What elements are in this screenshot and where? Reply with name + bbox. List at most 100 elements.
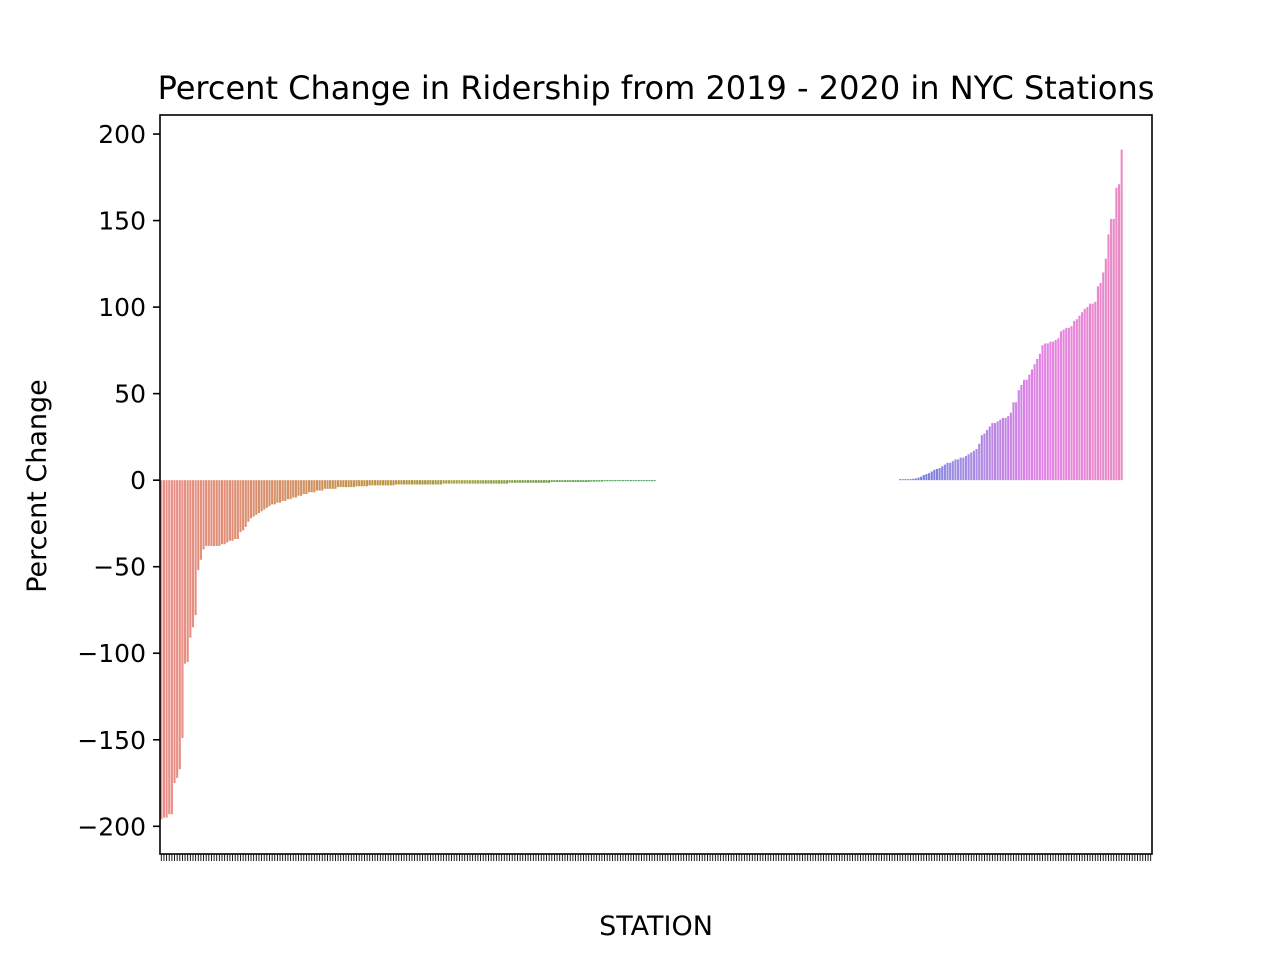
bar bbox=[202, 480, 205, 550]
bar bbox=[181, 480, 184, 739]
bar bbox=[943, 464, 946, 481]
bar bbox=[1001, 417, 1004, 481]
bar bbox=[395, 480, 398, 485]
bar bbox=[935, 468, 939, 481]
bar bbox=[922, 474, 925, 481]
bar bbox=[189, 480, 192, 638]
bar bbox=[975, 449, 978, 481]
bar bbox=[925, 474, 928, 481]
bar bbox=[305, 480, 308, 495]
bar bbox=[228, 480, 231, 541]
bar bbox=[980, 435, 983, 481]
bar bbox=[1033, 364, 1036, 481]
bar bbox=[600, 480, 603, 482]
bar bbox=[1004, 417, 1007, 481]
bar bbox=[315, 480, 319, 491]
bar bbox=[516, 480, 519, 483]
bar bbox=[194, 480, 197, 616]
bar bbox=[281, 480, 284, 501]
bar bbox=[978, 443, 981, 481]
y-tick-label: 50 bbox=[114, 380, 146, 409]
bar bbox=[273, 480, 276, 505]
bar bbox=[964, 455, 968, 481]
bar bbox=[508, 480, 511, 483]
bar bbox=[614, 480, 617, 482]
bar bbox=[611, 480, 614, 482]
bar bbox=[996, 421, 999, 481]
bar bbox=[421, 480, 424, 485]
bar bbox=[629, 480, 632, 482]
bar bbox=[231, 480, 234, 541]
bar bbox=[453, 480, 456, 484]
bar bbox=[160, 480, 163, 820]
bar bbox=[587, 480, 590, 482]
bar bbox=[302, 480, 305, 495]
bar bbox=[1075, 319, 1078, 481]
bar bbox=[640, 480, 643, 482]
bar bbox=[1081, 312, 1084, 481]
bar bbox=[645, 480, 648, 482]
y-tick-label: 200 bbox=[98, 120, 146, 149]
bar bbox=[344, 480, 348, 488]
bar bbox=[249, 480, 253, 519]
bar bbox=[513, 480, 516, 483]
bar bbox=[503, 480, 506, 484]
bar bbox=[373, 480, 377, 486]
bar bbox=[914, 478, 917, 481]
bar bbox=[334, 480, 337, 489]
bar bbox=[1073, 320, 1076, 481]
bar bbox=[360, 480, 363, 487]
bar bbox=[542, 480, 545, 483]
bar bbox=[537, 480, 540, 483]
bar bbox=[402, 480, 406, 485]
bar bbox=[247, 480, 250, 522]
bar bbox=[236, 480, 239, 540]
bar bbox=[450, 480, 453, 484]
bar bbox=[524, 480, 527, 483]
bar bbox=[284, 480, 287, 501]
bar bbox=[550, 480, 553, 482]
bar bbox=[276, 480, 279, 503]
bar bbox=[434, 480, 437, 485]
y-tick-label: −50 bbox=[93, 553, 146, 582]
bar bbox=[579, 480, 582, 482]
bar bbox=[186, 480, 189, 662]
bar bbox=[442, 480, 445, 484]
bar bbox=[337, 480, 340, 488]
plot-frame bbox=[159, 114, 1153, 855]
bar bbox=[297, 480, 300, 496]
bar bbox=[912, 478, 915, 481]
bar bbox=[1044, 343, 1047, 481]
bar bbox=[621, 480, 625, 482]
bar bbox=[255, 480, 258, 515]
bar bbox=[234, 480, 237, 540]
bar bbox=[1094, 301, 1097, 481]
bar bbox=[1117, 184, 1121, 481]
bar bbox=[257, 480, 260, 514]
bar bbox=[437, 480, 440, 485]
bar bbox=[268, 480, 271, 507]
bar bbox=[999, 419, 1002, 481]
bar bbox=[933, 469, 936, 481]
bar bbox=[347, 480, 350, 488]
bar bbox=[263, 480, 266, 510]
bar bbox=[487, 480, 490, 484]
bar bbox=[445, 480, 448, 484]
bar bbox=[294, 480, 297, 498]
bar bbox=[571, 480, 574, 482]
bar bbox=[271, 480, 274, 505]
bar bbox=[608, 480, 611, 482]
bar bbox=[590, 480, 593, 482]
bar bbox=[1038, 353, 1041, 481]
bar bbox=[1110, 218, 1113, 481]
bar bbox=[492, 480, 495, 484]
bar bbox=[1088, 303, 1092, 481]
bar bbox=[384, 480, 387, 486]
bar bbox=[606, 480, 609, 482]
bar bbox=[490, 480, 493, 484]
bar bbox=[1007, 416, 1010, 481]
bar bbox=[286, 480, 290, 500]
bar bbox=[310, 480, 313, 493]
bar bbox=[632, 480, 635, 482]
bar bbox=[379, 480, 382, 486]
